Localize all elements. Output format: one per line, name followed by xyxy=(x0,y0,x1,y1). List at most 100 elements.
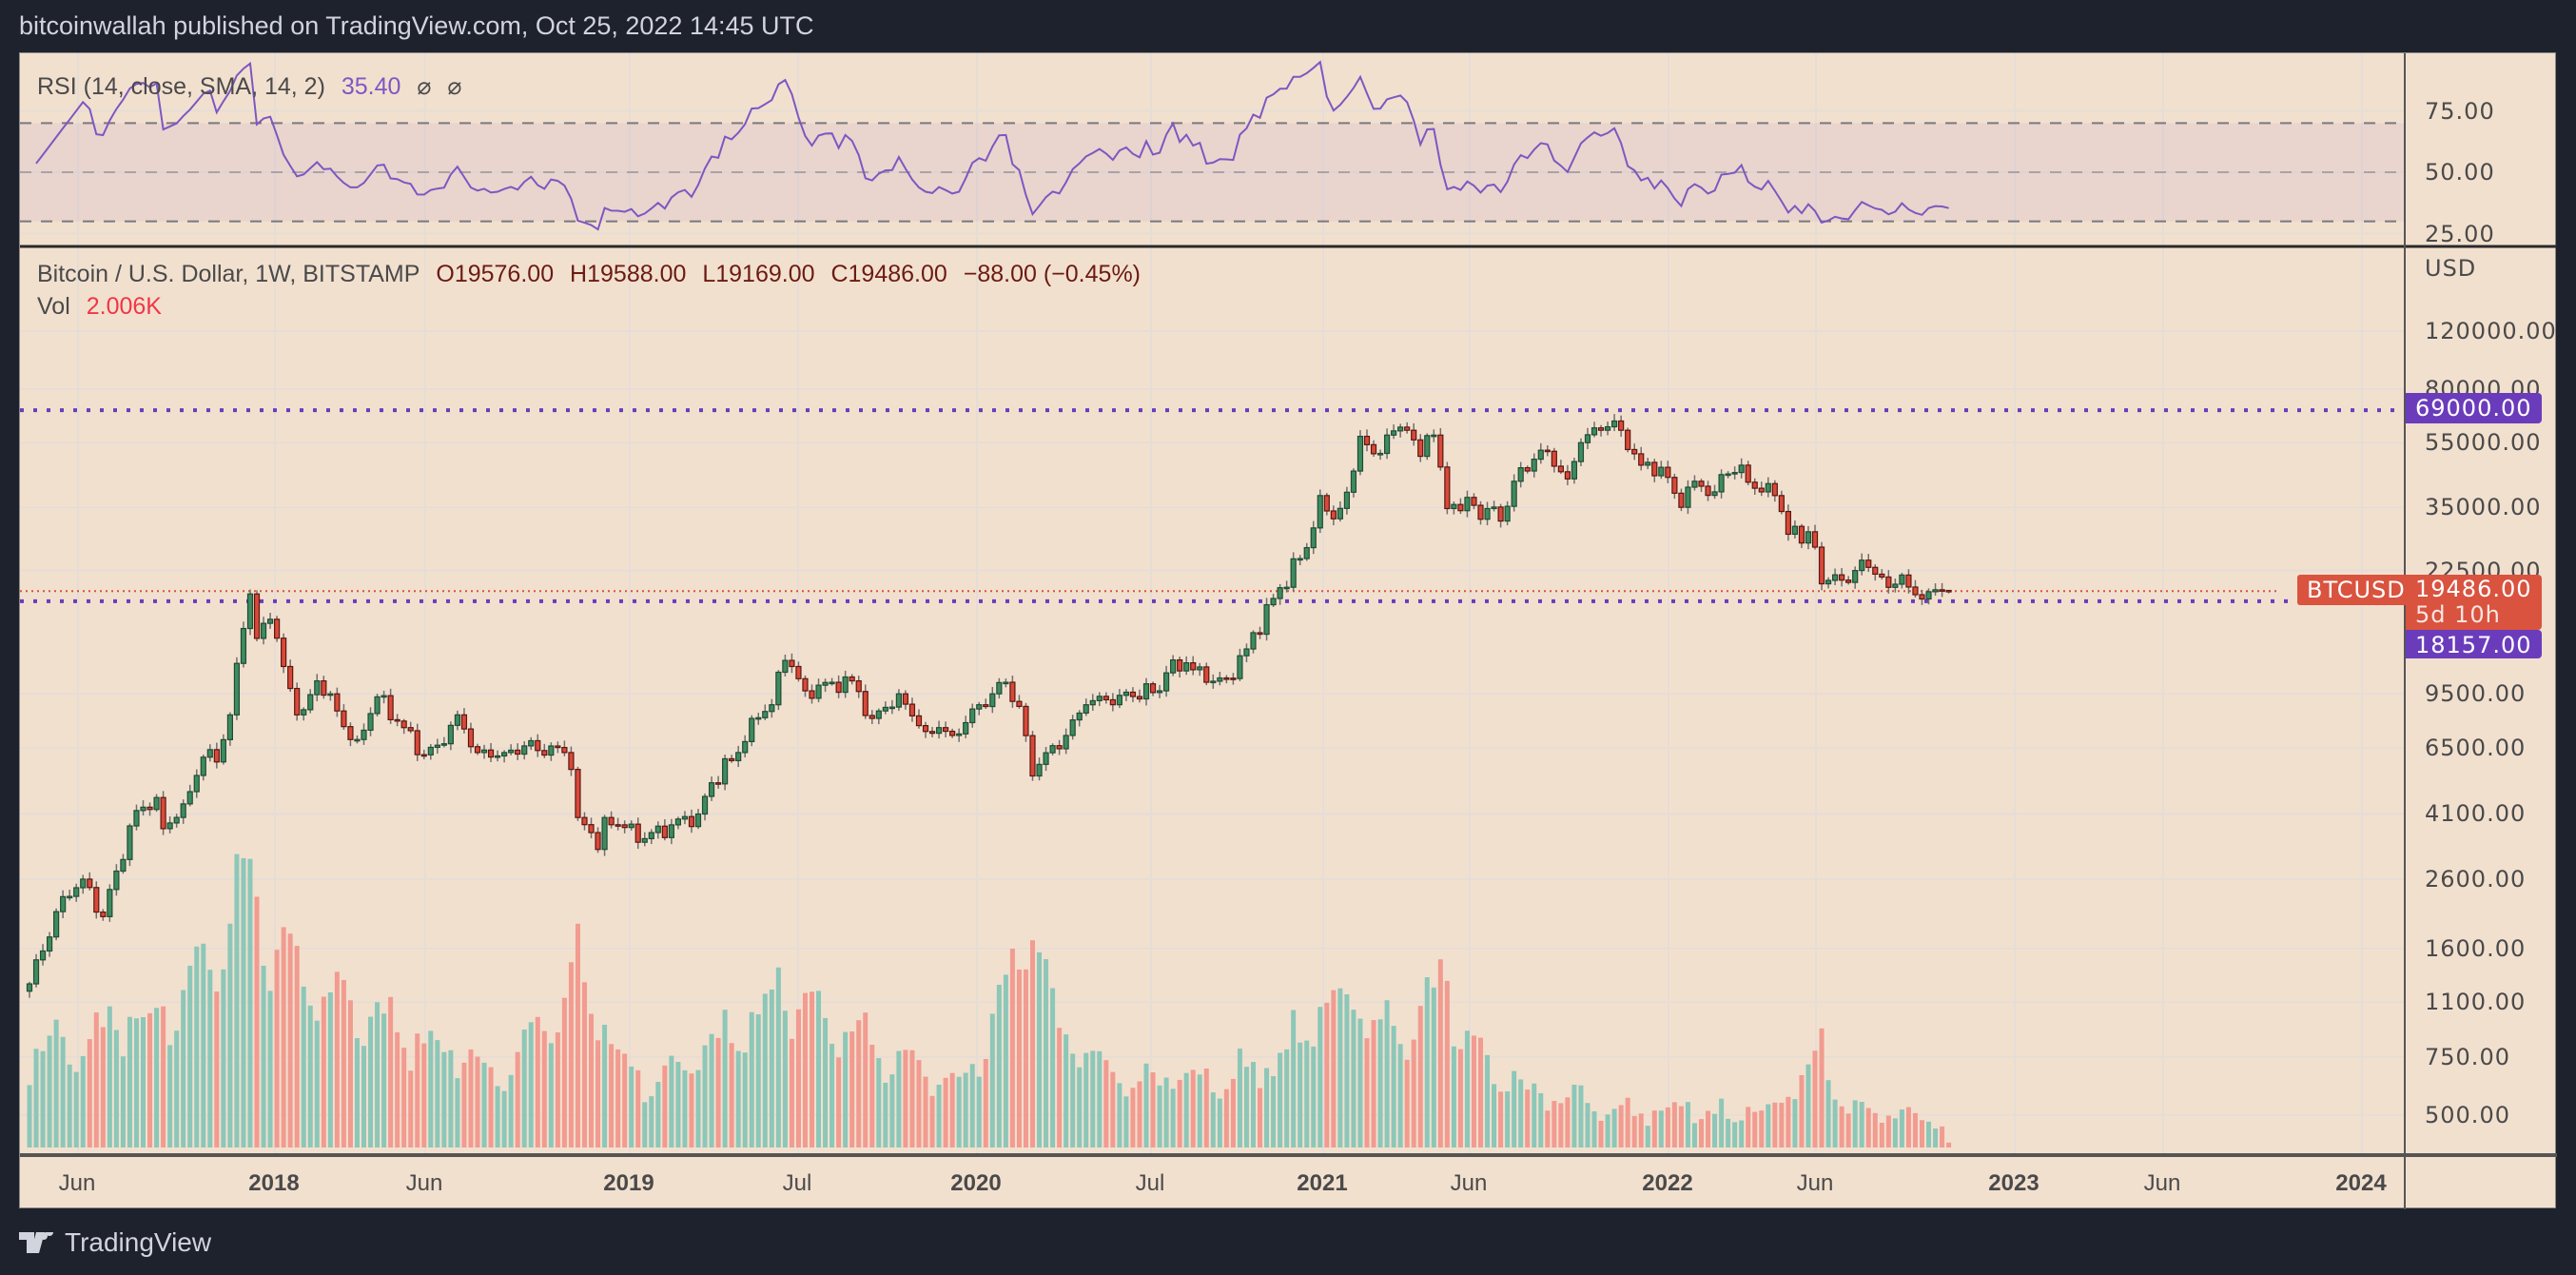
candle-body xyxy=(420,754,427,757)
ohlc-close: C19486.00 xyxy=(830,261,947,287)
volume-bar xyxy=(1752,1111,1758,1148)
volume-bar xyxy=(575,923,580,1148)
candle-body xyxy=(922,725,929,733)
volume-bar xyxy=(609,1044,615,1148)
volume-bar xyxy=(1905,1107,1911,1148)
chart-frame[interactable]: RSI (14, close, SMA, 14, 2) 35.40 ⌀ ⌀ Bi… xyxy=(19,52,2557,1209)
candle-body xyxy=(1531,459,1537,472)
candle-body xyxy=(809,690,815,699)
rsi-na-2: ⌀ xyxy=(447,73,462,100)
candle-body xyxy=(681,815,689,820)
candle-body xyxy=(749,717,755,743)
candle-body xyxy=(769,704,775,713)
volume-bar xyxy=(1759,1110,1765,1148)
volume-bar xyxy=(916,1060,922,1148)
volume-bar xyxy=(883,1082,888,1148)
candle-body xyxy=(1491,506,1497,510)
volume-bar xyxy=(53,1019,59,1148)
candle-body xyxy=(1350,470,1357,493)
candle-body xyxy=(568,752,575,771)
candle-body xyxy=(80,878,87,889)
volume-bar xyxy=(1485,1054,1491,1148)
candle-body xyxy=(708,782,715,797)
symbol-title[interactable]: Bitcoin / U.S. Dollar, 1W, BITSTAMP xyxy=(37,261,420,287)
volume-bar xyxy=(1271,1076,1277,1148)
candle-body xyxy=(1818,546,1825,585)
volume-bar xyxy=(1839,1106,1844,1148)
candle-body xyxy=(842,676,849,694)
volume-bar xyxy=(1170,1089,1176,1148)
candle-body xyxy=(1043,752,1049,765)
volume-bar xyxy=(1451,1046,1456,1148)
candle-body xyxy=(541,750,548,756)
volume-bar xyxy=(27,1085,32,1148)
volume-bar xyxy=(863,1012,868,1148)
volume-bar xyxy=(1825,1080,1831,1148)
price-axis-label: 750.00 xyxy=(2425,1043,2510,1070)
volume-bar xyxy=(1865,1108,1871,1148)
volume-bar xyxy=(261,965,266,1148)
volume-bar xyxy=(1832,1099,1838,1148)
price-axis-label: 4100.00 xyxy=(2425,800,2527,828)
volume-bar xyxy=(1016,970,1022,1148)
volume-bar xyxy=(548,1043,554,1148)
rsi-line xyxy=(35,60,1949,231)
volume-bar xyxy=(1357,1018,1363,1148)
candle-body xyxy=(1758,487,1765,493)
volume-bar xyxy=(1371,1020,1376,1148)
volume-bar xyxy=(161,1006,166,1148)
candle-body xyxy=(963,721,969,735)
volume-bar xyxy=(1077,1067,1083,1148)
candle-body xyxy=(173,816,180,824)
candle-body xyxy=(729,757,735,762)
volume-bar xyxy=(1183,1072,1189,1148)
candle-body xyxy=(327,693,334,696)
candle-body xyxy=(1504,505,1511,522)
candle-body xyxy=(882,706,888,712)
candle-body xyxy=(1431,434,1437,438)
volume-bar xyxy=(415,1033,420,1148)
volume-bar xyxy=(1064,1034,1069,1148)
volume-bar xyxy=(1110,1071,1116,1148)
volume-bar xyxy=(795,1009,801,1148)
volume-bar xyxy=(649,1096,654,1148)
volume-bar xyxy=(1237,1049,1242,1148)
chart-canvas[interactable] xyxy=(20,53,2557,1209)
candle-body xyxy=(374,696,381,715)
volume-bar xyxy=(1324,1002,1330,1148)
candle-body xyxy=(1839,574,1845,581)
volume-bar xyxy=(1565,1097,1571,1148)
volume-bar xyxy=(1786,1096,1791,1148)
volume-bar xyxy=(856,1020,862,1148)
time-axis-label: Jun xyxy=(1796,1170,1834,1196)
candle-body xyxy=(274,618,281,639)
currency-label[interactable]: USD xyxy=(2425,255,2477,282)
volume-bar xyxy=(1117,1083,1122,1148)
price-axis-label: 1600.00 xyxy=(2425,934,2527,962)
candle-body xyxy=(1217,677,1223,682)
volume-bar xyxy=(581,982,587,1148)
volume-bar xyxy=(1859,1102,1864,1148)
candle-body xyxy=(146,806,153,811)
candle-body xyxy=(829,681,835,685)
volume-bar xyxy=(755,1014,761,1148)
volume-bar xyxy=(113,1030,119,1148)
volume-bar xyxy=(528,1022,534,1148)
volume-bar xyxy=(1384,1000,1390,1148)
volume-bar xyxy=(301,986,306,1148)
candle-body xyxy=(1698,481,1705,487)
candle-body xyxy=(1551,450,1557,467)
candle-body xyxy=(1577,441,1585,462)
tradingview-logo[interactable]: TradingView xyxy=(19,1227,211,1258)
candle-body xyxy=(634,823,641,843)
candle-body xyxy=(1156,690,1163,694)
ohlc-open: O19576.00 xyxy=(436,261,555,287)
volume-bar xyxy=(254,896,260,1148)
volume-bar xyxy=(1933,1128,1939,1148)
candle-body xyxy=(1537,449,1544,461)
symbol-tag: BTCUSD xyxy=(2297,575,2415,605)
volume-bar xyxy=(1885,1115,1891,1148)
candle-body xyxy=(253,593,261,639)
volume-bar xyxy=(1685,1102,1690,1148)
volume-bar xyxy=(375,1002,381,1148)
